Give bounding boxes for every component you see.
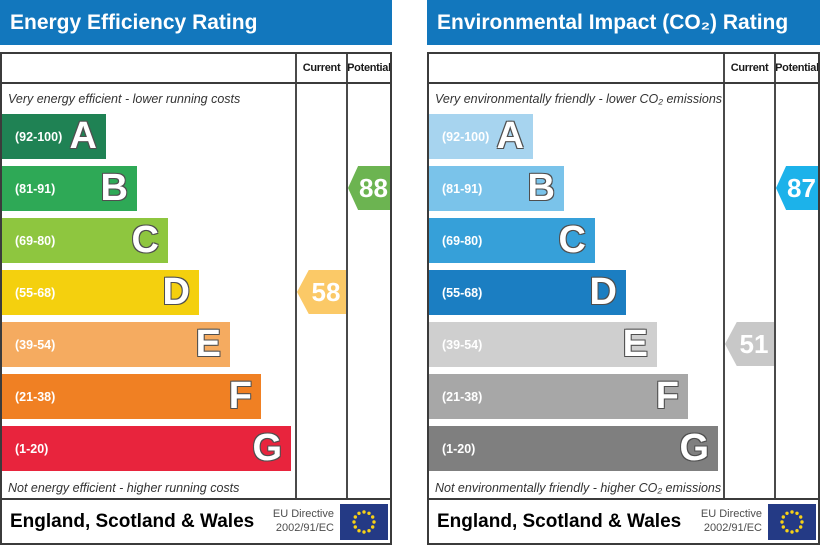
eu-directive-line2: 2002/91/EC: [703, 521, 762, 534]
band-letter: F: [655, 375, 679, 417]
band-range: (92-100): [15, 129, 63, 144]
footer-region: England, Scotland & Wales: [437, 510, 682, 532]
current-rating-arrow: 51: [725, 322, 774, 366]
band-letter: C: [558, 219, 586, 261]
table-footer: England, Scotland & Wales EU Directive 2…: [429, 498, 818, 543]
table-body: Very energy efficient - lower running co…: [2, 84, 390, 498]
table-header-row: Current Potential: [429, 54, 818, 84]
band-letter: E: [195, 323, 221, 365]
band-a: (92-100) A: [429, 114, 533, 159]
band-letter: C: [131, 219, 159, 261]
band-range: (81-91): [15, 181, 56, 196]
band-c: (69-80) C: [2, 218, 168, 263]
rating-table: Current Potential Very environmentally f…: [427, 52, 820, 545]
band-e: (39-54) E: [2, 322, 230, 367]
table-header-spacer: [2, 54, 295, 82]
bands-column: Very energy efficient - lower running co…: [2, 84, 295, 498]
eu-directive-line1: EU Directive: [700, 508, 762, 521]
band-range: (39-54): [15, 337, 56, 352]
current-column: 51: [723, 84, 774, 498]
band-c: (69-80) C: [429, 218, 595, 263]
potential-column: 87: [774, 84, 818, 498]
table-footer: England, Scotland & Wales EU Directive 2…: [2, 498, 390, 543]
table-header-spacer: [429, 54, 723, 82]
eu-directive-text: EU Directive 2002/91/EC: [273, 508, 334, 534]
band-range: (92-100): [442, 129, 490, 144]
band-b: (81-91) B: [429, 166, 564, 211]
top-caption: Very environmentally friendly - lower CO…: [435, 92, 723, 106]
band-f: (21-38) F: [2, 374, 261, 419]
panel-title-bar: Environmental Impact (CO₂) Rating: [427, 0, 820, 45]
band-range: (39-54): [442, 337, 483, 352]
band-g: (1-20) G: [429, 426, 718, 471]
eu-flag-icon: [340, 503, 388, 540]
band-letter: D: [162, 271, 190, 313]
top-caption: Very energy efficient - lower running co…: [8, 92, 241, 106]
band-d: (55-68) D: [429, 270, 626, 315]
eu-directive-line1: EU Directive: [272, 508, 334, 521]
band-range: (21-38): [442, 389, 483, 404]
footer-region: England, Scotland & Wales: [10, 510, 255, 532]
potential-rating-value: 88: [359, 172, 388, 203]
band-range: (55-68): [15, 285, 56, 300]
band-range: (1-20): [15, 441, 49, 456]
current-rating-value: 51: [739, 328, 769, 359]
band-letter: G: [252, 427, 282, 469]
band-letter: A: [496, 115, 524, 157]
band-range: (1-20): [442, 441, 476, 456]
band-e: (39-54) E: [429, 322, 657, 367]
bands-column: Very environmentally friendly - lower CO…: [429, 84, 723, 498]
band-letter: B: [527, 167, 555, 209]
band-letter: F: [228, 375, 252, 417]
band-b: (81-91) B: [2, 166, 137, 211]
rating-table: Current Potential Very energy efficient …: [0, 52, 392, 545]
potential-rating-value: 87: [787, 172, 816, 203]
current-rating-arrow: 58: [297, 270, 346, 314]
potential-column-header: Potential: [346, 54, 390, 82]
current-rating-value: 58: [311, 276, 341, 307]
eu-directive-line2: 2002/91/EC: [275, 521, 334, 534]
band-letter: B: [100, 167, 128, 209]
potential-column-header: Potential: [774, 54, 818, 82]
band-letter: D: [589, 271, 617, 313]
panel-title-bar: Energy Efficiency Rating: [0, 0, 392, 45]
potential-rating-arrow: 87: [776, 166, 818, 210]
current-column: 58: [295, 84, 346, 498]
bottom-caption: Not environmentally friendly - higher CO…: [435, 481, 722, 495]
eu-flag-icon: [768, 503, 816, 540]
table-header-row: Current Potential: [2, 54, 390, 84]
band-a: (92-100) A: [2, 114, 106, 159]
bands: (92-100) A (81-91) B (69-80) C (55-68) D (39-54)…: [429, 114, 723, 471]
table-body: Very environmentally friendly - lower CO…: [429, 84, 818, 498]
band-f: (21-38) F: [429, 374, 688, 419]
potential-column: 88: [346, 84, 390, 498]
band-range: (21-38): [15, 389, 56, 404]
band-letter: E: [622, 323, 648, 365]
bands: (92-100) A (81-91) B (69-80) C (55-68) D (39-54)…: [2, 114, 295, 471]
panel-environmental-impact-co2-rating: Environmental Impact (CO₂) Rating Curren…: [427, 0, 820, 545]
current-column-header: Current: [723, 54, 774, 82]
band-range: (55-68): [442, 285, 483, 300]
panel-energy-efficiency-rating: Energy Efficiency Rating Current Potenti…: [0, 0, 392, 545]
band-d: (55-68) D: [2, 270, 199, 315]
bottom-caption: Not energy efficient - higher running co…: [8, 481, 240, 495]
band-letter: A: [69, 115, 97, 157]
band-range: (81-91): [442, 181, 483, 196]
potential-rating-arrow: 88: [348, 166, 390, 210]
panel-title: Environmental Impact (CO₂) Rating: [437, 11, 789, 34]
band-letter: G: [679, 427, 709, 469]
panel-title: Energy Efficiency Rating: [10, 11, 258, 34]
band-range: (69-80): [442, 233, 483, 248]
band-g: (1-20) G: [2, 426, 291, 471]
eu-directive-text: EU Directive 2002/91/EC: [701, 508, 762, 534]
current-column-header: Current: [295, 54, 346, 82]
band-range: (69-80): [15, 233, 56, 248]
